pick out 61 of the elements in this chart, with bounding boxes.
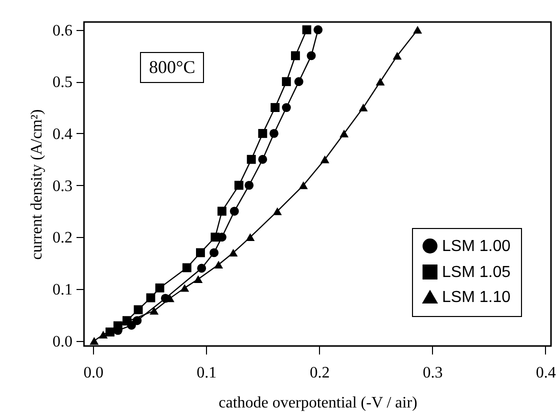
y-tick-label: 0.5 xyxy=(52,74,72,92)
point xyxy=(392,52,402,60)
legend-label: LSM 1.05 xyxy=(442,264,511,281)
point xyxy=(358,104,368,112)
point xyxy=(302,25,312,34)
point xyxy=(210,232,220,242)
y-tick-label: 0.4 xyxy=(52,126,72,143)
point xyxy=(314,25,323,34)
point xyxy=(272,207,282,216)
point xyxy=(132,316,142,326)
point xyxy=(298,181,308,190)
x-axis-title: cathode overpotential (-V / air) xyxy=(218,394,418,412)
point xyxy=(182,263,192,272)
point xyxy=(244,180,254,190)
point xyxy=(196,248,205,258)
point xyxy=(413,26,422,34)
y-tick-label: 0.3 xyxy=(52,178,72,195)
point xyxy=(230,206,239,216)
point xyxy=(150,306,159,315)
point xyxy=(194,275,203,283)
point xyxy=(246,154,256,164)
point xyxy=(197,264,206,273)
x-tick-label: 0.3 xyxy=(422,364,443,382)
point xyxy=(98,330,108,338)
y-tick-label: 0.6 xyxy=(52,22,72,40)
point xyxy=(282,103,291,112)
point xyxy=(146,293,156,302)
point xyxy=(217,206,226,216)
point xyxy=(234,180,244,190)
point xyxy=(246,233,255,242)
point xyxy=(270,103,280,112)
point xyxy=(155,283,164,292)
y-axis-title: current density (A/cm²) xyxy=(28,109,46,260)
point xyxy=(106,328,114,336)
point xyxy=(340,130,349,138)
point xyxy=(269,128,278,138)
point xyxy=(210,248,219,258)
point xyxy=(113,321,122,330)
legend-label: LSM 1.00 xyxy=(442,238,511,255)
y-tick-label: 0.2 xyxy=(52,230,72,247)
point xyxy=(320,156,330,164)
x-tick-label: 0.4 xyxy=(536,364,556,382)
point xyxy=(282,77,291,86)
point xyxy=(258,128,268,138)
point xyxy=(90,336,99,345)
note-box: 800°C xyxy=(140,52,204,83)
point xyxy=(294,77,304,86)
legend-label: LSM 1.10 xyxy=(442,289,511,306)
point xyxy=(376,78,385,86)
x-tick-label: 0.1 xyxy=(196,364,217,382)
point xyxy=(228,248,238,257)
x-tick-label: 0.2 xyxy=(310,364,330,382)
point xyxy=(258,154,268,164)
point xyxy=(306,51,316,60)
point xyxy=(134,305,143,314)
point xyxy=(180,284,190,292)
point xyxy=(214,260,224,268)
y-tick-label: 0.1 xyxy=(52,281,72,298)
x-tick-label: 0.0 xyxy=(84,364,104,382)
y-tick-label: 0.0 xyxy=(52,333,72,350)
point xyxy=(290,51,300,60)
